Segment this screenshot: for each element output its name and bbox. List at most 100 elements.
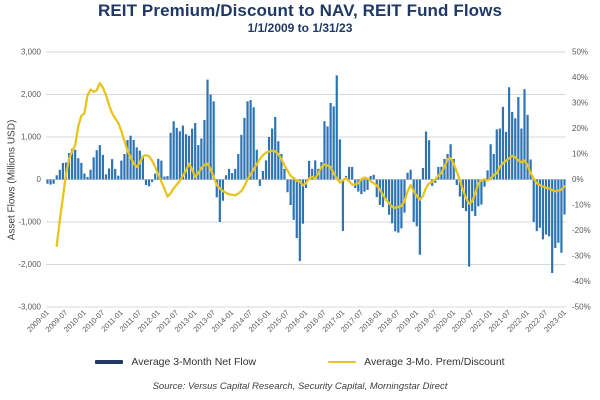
flow-bar	[166, 176, 169, 180]
flow-bar	[338, 139, 341, 180]
right-axis-tick-label: -30%	[572, 252, 591, 261]
right-axis-tick-label: -50%	[572, 303, 591, 312]
flow-bar	[375, 179, 378, 198]
flow-bar	[178, 131, 181, 180]
flow-bar	[107, 168, 111, 180]
left-axis-tick-label: 3,000	[21, 48, 42, 57]
flow-bar	[415, 179, 418, 227]
flow-bar	[132, 139, 135, 180]
flow-bar	[289, 179, 292, 205]
flow-bar	[360, 179, 363, 195]
flow-bar	[187, 135, 191, 180]
flow-bar	[98, 145, 101, 180]
flow-bar	[311, 168, 314, 180]
flow-bar	[489, 144, 492, 180]
flow-bar	[477, 179, 480, 207]
prem-discount-swatch-icon	[328, 360, 357, 364]
net-flow-legend-label: Average 3-Month Net Flow	[131, 356, 257, 368]
flow-bar	[61, 162, 64, 180]
flow-bar	[526, 114, 529, 180]
flow-bar	[418, 179, 421, 255]
flow-bar	[292, 179, 295, 220]
legend-item-prem-discount: Average 3-Mo. Prem/Discount	[328, 356, 505, 368]
flow-bar	[286, 179, 289, 193]
flow-bar	[517, 97, 520, 180]
flow-bar	[231, 173, 234, 180]
flow-bar	[271, 128, 274, 180]
flow-bar	[277, 141, 280, 180]
flow-bar	[49, 179, 52, 185]
flow-bar	[144, 179, 148, 186]
flow-bar	[335, 75, 338, 180]
flow-bar	[421, 168, 425, 180]
flow-bar	[363, 179, 366, 192]
flow-bar	[508, 87, 511, 180]
flow-bar	[538, 179, 541, 228]
flow-bar	[126, 139, 129, 180]
right-axis-tick-label: 0%	[572, 175, 584, 184]
flow-bar	[52, 179, 55, 184]
flow-bar	[243, 117, 246, 180]
flow-bar	[264, 160, 268, 180]
flow-bar	[551, 179, 554, 273]
flow-bar	[492, 154, 495, 180]
flow-bar	[157, 158, 160, 180]
flow-bar	[200, 138, 203, 180]
flow-bar	[378, 179, 381, 205]
flow-bar	[58, 169, 61, 180]
flow-bar	[434, 179, 437, 183]
flow-bar	[274, 117, 277, 180]
net-flow-swatch-icon	[95, 360, 124, 364]
flow-bar	[468, 179, 471, 267]
flow-bar	[532, 179, 535, 222]
flow-bar	[280, 154, 283, 180]
flow-bar	[209, 94, 212, 180]
flow-bar	[314, 160, 317, 180]
right-axis-tick-label: 50%	[572, 48, 588, 57]
flow-bar	[147, 179, 151, 187]
flow-bar	[101, 154, 104, 180]
flow-bar	[504, 131, 508, 180]
flow-bar	[163, 176, 166, 180]
flow-bar	[80, 162, 83, 180]
flow-bar	[267, 137, 271, 180]
flow-bar	[446, 154, 449, 180]
flow-bar	[138, 150, 141, 180]
flow-bar	[480, 179, 483, 205]
right-axis-tick-label: -10%	[572, 201, 591, 210]
right-axis-tick-label: 30%	[572, 99, 588, 108]
flow-bar	[455, 179, 458, 186]
flow-bar	[206, 79, 209, 180]
flow-bar	[95, 150, 98, 180]
chart-subtitle: 1/1/2009 to 1/31/23	[247, 21, 353, 35]
left-axis-tick-label: 0	[37, 175, 42, 184]
prem-discount-legend-label: Average 3-Mo. Prem/Discount	[364, 356, 505, 368]
flow-bar	[529, 159, 532, 180]
chart-title: REIT Premium/Discount to NAV, REIT Fund …	[97, 1, 503, 20]
left-axis-tick-label: 2,000	[21, 90, 42, 99]
left-axis-tick-label: -3,000	[18, 303, 41, 312]
flow-bar	[194, 122, 197, 180]
flow-bar	[387, 179, 391, 215]
flow-bar	[498, 128, 501, 180]
x-axis-tick-labels: 2009-012009-072010-012010-072011-012011-…	[25, 308, 568, 334]
flow-bar	[197, 145, 200, 180]
flow-bar	[323, 121, 326, 180]
flow-bar	[234, 168, 237, 180]
flow-bar	[384, 179, 388, 201]
flow-bar	[347, 166, 351, 180]
flow-bar	[120, 160, 123, 180]
flow-bar	[535, 179, 538, 232]
flow-bar	[511, 111, 514, 180]
flow-bar	[237, 154, 240, 180]
flow-bar	[249, 100, 252, 180]
prem-discount-line	[55, 81, 566, 247]
y-gridlines	[46, 51, 566, 308]
flow-bar	[329, 103, 332, 180]
right-axis-tick-label: 10%	[572, 150, 588, 159]
flow-bar	[258, 179, 261, 186]
flow-bar	[184, 134, 188, 180]
flow-bar	[452, 158, 455, 180]
flow-bar	[560, 179, 563, 253]
